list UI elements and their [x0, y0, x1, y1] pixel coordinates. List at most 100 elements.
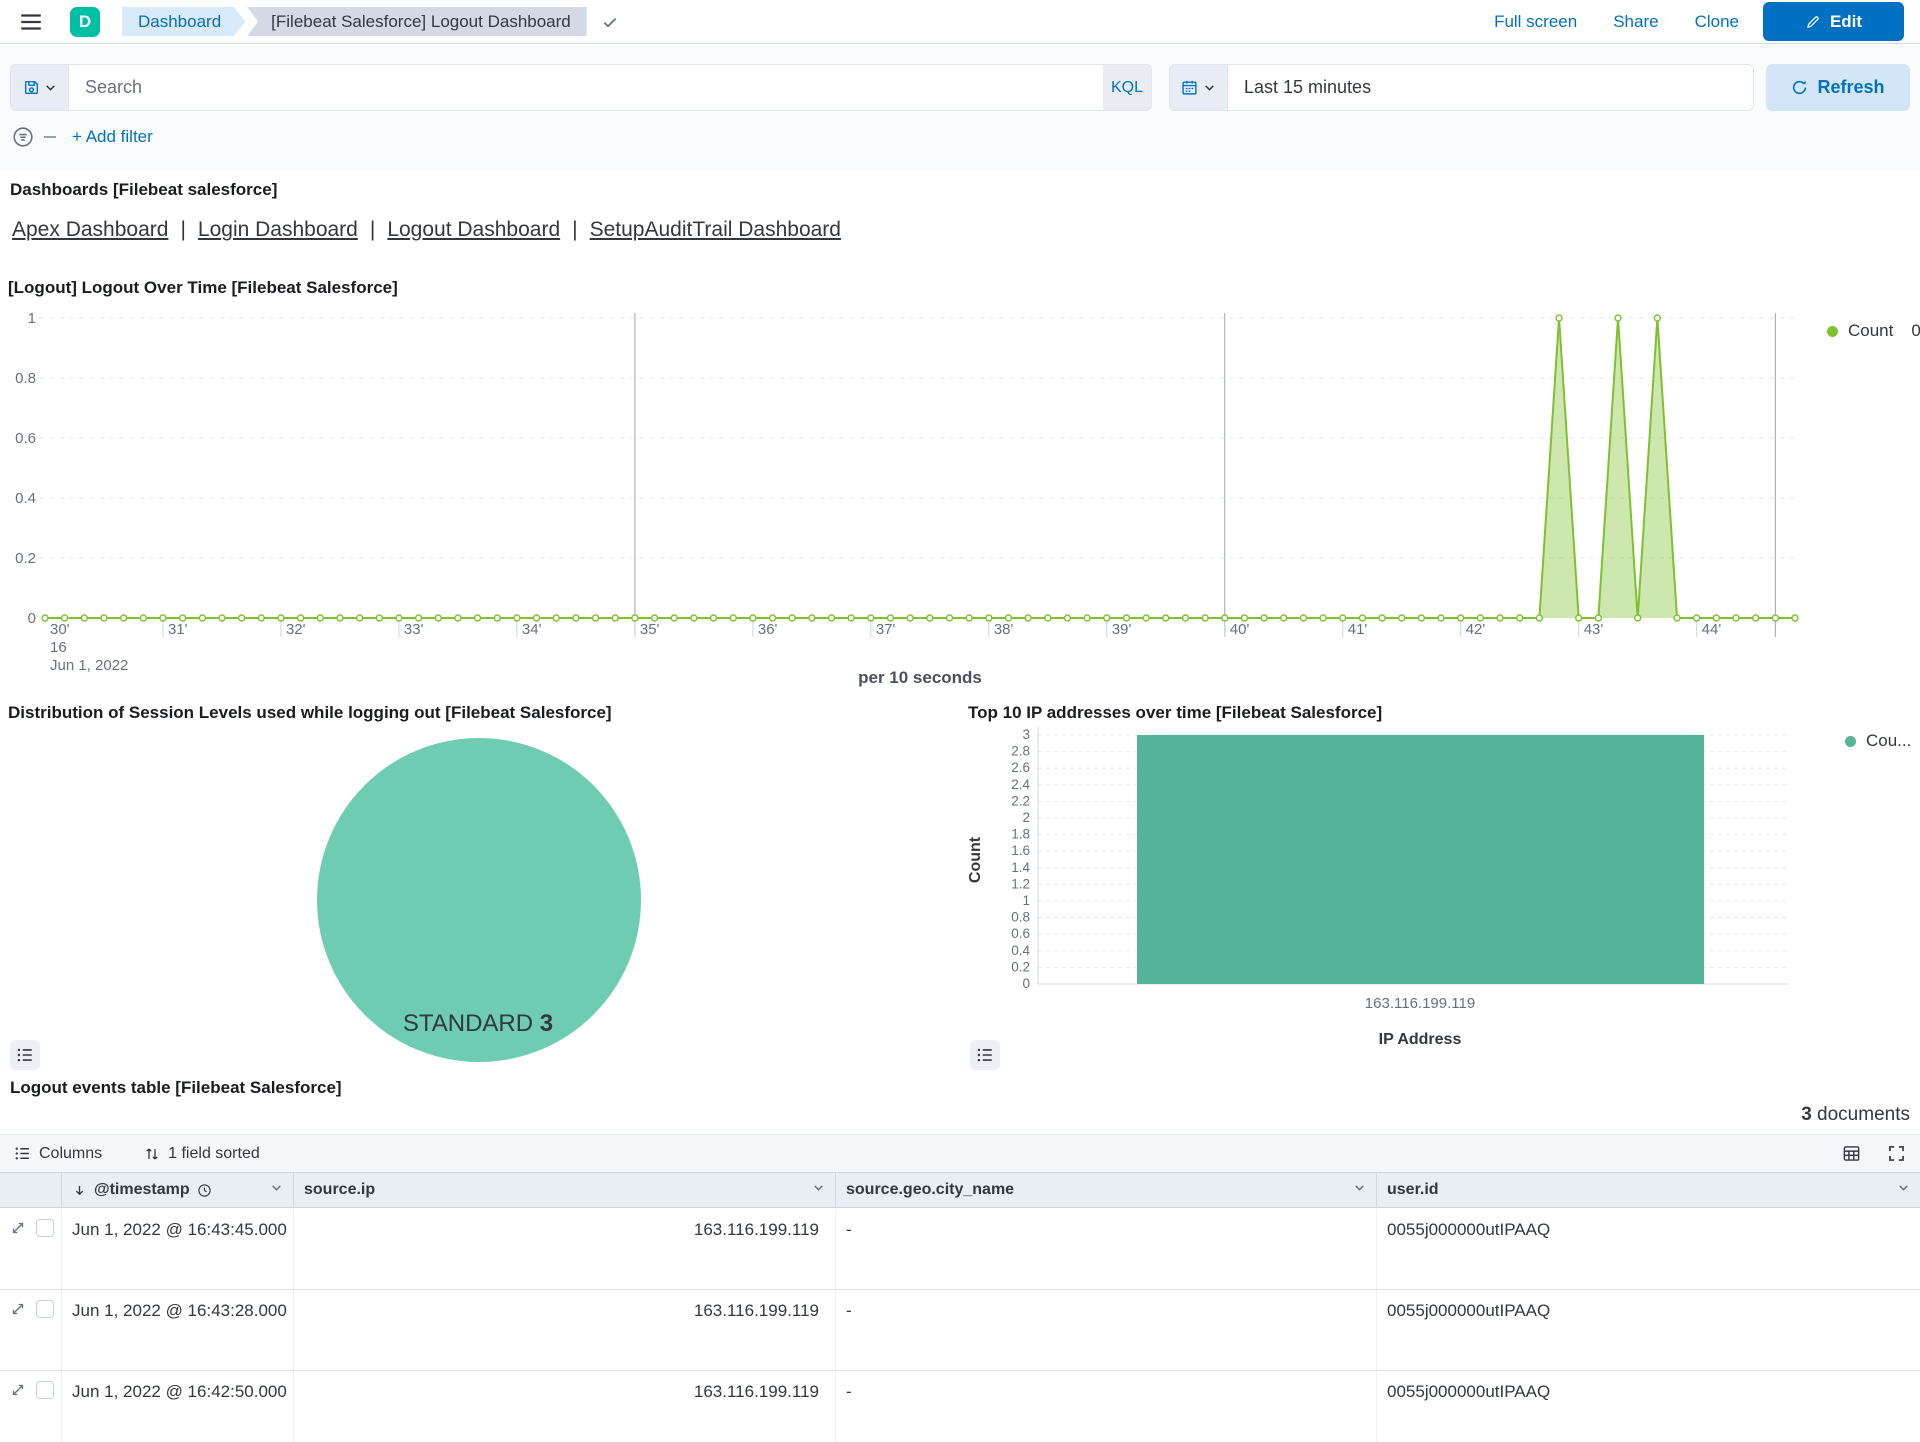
- breadcrumb-dashboard[interactable]: Dashboard: [122, 7, 245, 36]
- search-box: KQL: [68, 64, 1152, 111]
- svg-text:0.4: 0.4: [1011, 943, 1030, 958]
- date-quick-select-button[interactable]: [1170, 65, 1228, 110]
- top-actions: Full screen Share Clone: [1494, 12, 1739, 32]
- table-row: Jun 1, 2022 @ 16:43:28.000 163.116.199.1…: [0, 1290, 1920, 1371]
- row-checkbox[interactable]: [36, 1381, 54, 1399]
- sort-fields-button[interactable]: 1 field sorted: [144, 1145, 260, 1163]
- row-controls: [0, 1371, 62, 1442]
- breadcrumb: Dashboard [Filebeat Salesforce] Logout D…: [122, 7, 619, 36]
- full-screen-button[interactable]: Full screen: [1494, 11, 1578, 31]
- header-source-ip[interactable]: source.ip: [294, 1173, 836, 1207]
- table-grid-icon: [1843, 1146, 1860, 1161]
- top-bar: D Dashboard [Filebeat Salesforce] Logout…: [0, 0, 1920, 44]
- svg-text:0.6: 0.6: [15, 430, 36, 447]
- add-filter-button[interactable]: + Add filter: [72, 127, 153, 146]
- bar-legend-toggle-button[interactable]: [970, 1040, 1000, 1070]
- cell-timestamp: Jun 1, 2022 @ 16:43:28.000: [62, 1290, 294, 1370]
- row-checkbox[interactable]: [36, 1300, 54, 1318]
- logout-chart-xaxis-title: per 10 seconds: [858, 668, 982, 687]
- fullscreen-grid-button[interactable]: [1887, 1144, 1906, 1163]
- top-ip-legend[interactable]: Cou...: [1845, 731, 1911, 751]
- columns-button[interactable]: Columns: [14, 1145, 102, 1163]
- search-row: KQL Last 15 minutes Refresh: [10, 64, 1910, 111]
- display-options-button[interactable]: [1842, 1144, 1861, 1163]
- dashboard-link[interactable]: SetupAuditTrail Dashboard: [589, 218, 841, 241]
- sort-down-arrow-icon: [75, 1185, 84, 1195]
- svg-text:0.6: 0.6: [1011, 926, 1030, 941]
- top-ip-legend-dot: [1845, 735, 1856, 747]
- filter-divider: [44, 136, 56, 138]
- svg-text:0.8: 0.8: [1011, 910, 1030, 925]
- svg-text:40': 40': [1230, 621, 1250, 638]
- check-icon: [601, 13, 619, 31]
- filter-row: + Add filter: [12, 126, 153, 148]
- header-city-name-label: source.geo.city_name: [846, 1181, 1015, 1198]
- logout-events-table-title: Logout events table [Filebeat Salesforce…: [10, 1078, 342, 1097]
- table-row: Jun 1, 2022 @ 16:42:50.000 163.116.199.1…: [0, 1371, 1920, 1442]
- filter-set-icon[interactable]: [12, 126, 34, 148]
- svg-text:IP Address: IP Address: [1379, 1031, 1462, 1048]
- logout-over-time-svg: 0 0.2 0.4 0.6 0.8 1 30' 31' 32' 33' 34' 35' 36' 37' 38…: [15, 310, 1799, 674]
- svg-text:0.4: 0.4: [15, 490, 36, 507]
- top-ip-title: Top 10 IP addresses over time [Filebeat …: [968, 703, 1383, 722]
- svg-text:35': 35': [640, 621, 660, 638]
- row-checkbox[interactable]: [36, 1219, 54, 1237]
- logout-chart-legend[interactable]: Count 0: [1827, 321, 1920, 341]
- svg-text:1: 1: [1022, 893, 1030, 908]
- edit-button[interactable]: Edit: [1763, 2, 1904, 41]
- chevron-down-icon[interactable]: [1353, 1181, 1366, 1199]
- header-city-name[interactable]: source.geo.city_name: [836, 1173, 1377, 1207]
- dashboard-link[interactable]: Logout Dashboard: [387, 218, 561, 241]
- link-separator: |: [369, 218, 376, 241]
- svg-text:1.4: 1.4: [1011, 860, 1030, 875]
- svg-text:37': 37': [876, 621, 896, 638]
- refresh-icon: [1791, 79, 1808, 96]
- dashboard-links: Apex Dashboard | Login Dashboard | Logout Da…: [12, 218, 841, 242]
- top-ip-svg: 0 0.20.4 0.60.8 1 1.21.4 1.61.8 2 2.22.4 2.62.8 3…: [967, 727, 1788, 1048]
- chevron-down-icon[interactable]: [1897, 1181, 1910, 1199]
- edit-button-label: Edit: [1829, 11, 1863, 31]
- saved-query-menu-button[interactable]: [10, 64, 68, 111]
- cell-source-ip: 163.116.199.119: [294, 1371, 836, 1442]
- logout-legend-value: 0: [1911, 321, 1920, 340]
- search-input[interactable]: [69, 65, 1103, 110]
- header-user-id-label: user.id: [1387, 1181, 1439, 1198]
- svg-text:2.2: 2.2: [1011, 793, 1030, 808]
- expand-row-icon[interactable]: [10, 1220, 26, 1236]
- svg-text:3: 3: [1022, 727, 1030, 742]
- kql-language-button[interactable]: KQL: [1103, 65, 1151, 110]
- space-avatar[interactable]: D: [70, 6, 100, 37]
- pie-legend-toggle-button[interactable]: [10, 1040, 40, 1070]
- time-range-value[interactable]: Last 15 minutes: [1244, 77, 1372, 97]
- list-icon: [17, 1048, 32, 1062]
- refresh-button[interactable]: Refresh: [1766, 64, 1910, 111]
- header-controls-column: [0, 1173, 62, 1207]
- svg-text:16: 16: [50, 639, 67, 656]
- dashboard-link[interactable]: Login Dashboard: [197, 218, 358, 241]
- clone-button[interactable]: Clone: [1694, 11, 1739, 31]
- chevron-down-icon[interactable]: [812, 1181, 825, 1199]
- share-button[interactable]: Share: [1613, 11, 1659, 31]
- query-bar-section: KQL Last 15 minutes Refresh: [0, 45, 1920, 170]
- expand-row-icon[interactable]: [10, 1382, 26, 1398]
- expand-row-icon[interactable]: [10, 1301, 26, 1317]
- svg-text:163.116.199.119: 163.116.199.119: [1365, 995, 1475, 1012]
- header-timestamp[interactable]: @timestamp: [62, 1173, 294, 1207]
- hamburger-menu-icon[interactable]: [16, 7, 46, 37]
- logout-legend-dot: [1827, 325, 1838, 337]
- svg-text:2: 2: [1022, 810, 1030, 825]
- cell-city-name: -: [836, 1371, 1377, 1442]
- header-source-ip-label: source.ip: [304, 1181, 376, 1198]
- dashboard-link[interactable]: Apex Dashboard: [12, 218, 169, 241]
- refresh-button-label: Refresh: [1817, 77, 1885, 97]
- svg-text:31': 31': [168, 621, 188, 638]
- chevron-down-icon[interactable]: [270, 1181, 283, 1199]
- link-separator: |: [572, 218, 578, 241]
- sort-fields-label: 1 field sorted: [168, 1144, 260, 1162]
- svg-text:1.6: 1.6: [1011, 843, 1030, 858]
- logout-legend-label: Count: [1848, 321, 1894, 340]
- svg-text:42': 42': [1466, 621, 1486, 638]
- chevron-down-icon: [1203, 81, 1216, 94]
- header-user-id[interactable]: user.id: [1377, 1173, 1920, 1207]
